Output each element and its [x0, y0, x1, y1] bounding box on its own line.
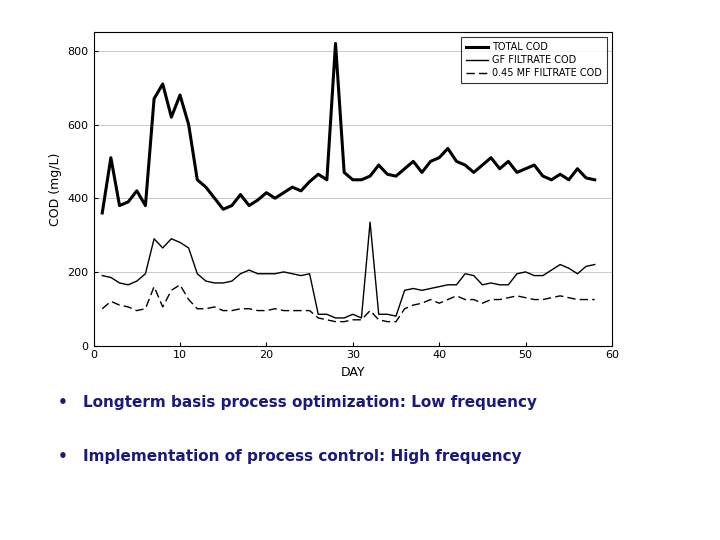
- GF FILTRATE COD: [366, 219, 374, 225]
- TOTAL COD: [98, 210, 107, 216]
- Y-axis label: COD (mg/L): COD (mg/L): [49, 152, 62, 226]
- Line: GF FILTRATE COD: GF FILTRATE COD: [102, 222, 595, 318]
- TOTAL COD: [521, 165, 530, 172]
- GF FILTRATE COD: [210, 280, 219, 286]
- Legend: TOTAL COD, GF FILTRATE COD, 0.45 MF FILTRATE COD: TOTAL COD, GF FILTRATE COD, 0.45 MF FILT…: [462, 37, 607, 83]
- GF FILTRATE COD: [444, 281, 452, 288]
- TOTAL COD: [573, 165, 582, 172]
- GF FILTRATE COD: [590, 261, 599, 268]
- GF FILTRATE COD: [331, 315, 340, 321]
- 0.45 MF FILTRATE COD: [590, 296, 599, 303]
- TOTAL COD: [210, 195, 219, 201]
- 0.45 MF FILTRATE COD: [530, 296, 539, 303]
- 0.45 MF FILTRATE COD: [219, 307, 228, 314]
- 0.45 MF FILTRATE COD: [176, 281, 184, 288]
- 0.45 MF FILTRATE COD: [444, 296, 452, 303]
- Text: Longterm basis process optimization: Low frequency: Longterm basis process optimization: Low…: [83, 395, 537, 410]
- Text: •: •: [58, 395, 68, 410]
- 0.45 MF FILTRATE COD: [331, 319, 340, 325]
- Text: Implementation of process control: High frequency: Implementation of process control: High …: [83, 449, 521, 464]
- GF FILTRATE COD: [478, 281, 487, 288]
- Line: 0.45 MF FILTRATE COD: 0.45 MF FILTRATE COD: [102, 285, 595, 322]
- TOTAL COD: [435, 154, 444, 161]
- TOTAL COD: [469, 169, 478, 176]
- X-axis label: DAY: DAY: [341, 366, 365, 379]
- GF FILTRATE COD: [98, 272, 107, 279]
- GF FILTRATE COD: [530, 272, 539, 279]
- 0.45 MF FILTRATE COD: [98, 306, 107, 312]
- TOTAL COD: [219, 206, 228, 213]
- Line: TOTAL COD: TOTAL COD: [102, 43, 595, 213]
- TOTAL COD: [331, 40, 340, 46]
- 0.45 MF FILTRATE COD: [228, 307, 236, 314]
- GF FILTRATE COD: [573, 271, 582, 277]
- Text: •: •: [58, 449, 68, 464]
- 0.45 MF FILTRATE COD: [573, 296, 582, 303]
- 0.45 MF FILTRATE COD: [478, 300, 487, 307]
- TOTAL COD: [590, 177, 599, 183]
- GF FILTRATE COD: [219, 280, 228, 286]
